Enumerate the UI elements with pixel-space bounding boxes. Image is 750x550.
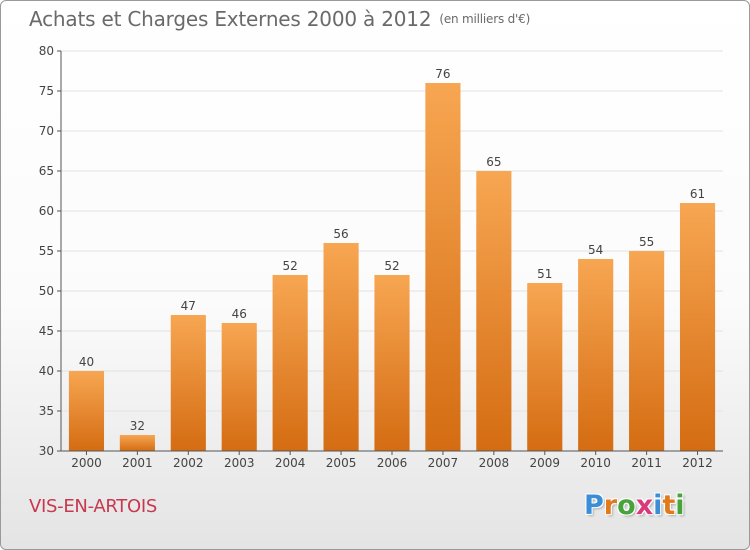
bar [221, 323, 257, 451]
data-label: 40 [79, 355, 94, 369]
data-label: 47 [181, 299, 196, 313]
y-tick-label: 50 [39, 284, 54, 298]
y-tick-label: 70 [39, 124, 54, 138]
logo-letter: o [617, 490, 636, 521]
bar [272, 275, 308, 451]
logo-letter: x [635, 490, 654, 521]
y-tick-label: 75 [39, 84, 54, 98]
x-tick-label: 2001 [122, 456, 153, 470]
bar [679, 203, 716, 451]
x-tick-label: 2009 [529, 456, 560, 470]
y-tick-label: 40 [39, 364, 54, 378]
x-tick-label: 2007 [428, 456, 459, 470]
bar [68, 371, 105, 451]
logo-letter: t [662, 490, 676, 521]
y-tick-label: 80 [39, 44, 54, 58]
x-tick-label: 2010 [580, 456, 611, 470]
data-label: 46 [232, 307, 247, 321]
logo-letter: P [584, 490, 604, 521]
logo-letter: i [653, 490, 663, 521]
y-tick-label: 65 [39, 164, 54, 178]
bar [119, 435, 155, 451]
y-tick-label: 55 [39, 244, 54, 258]
proxiti-logo[interactable]: Proxiti [584, 490, 685, 521]
data-label: 61 [690, 187, 705, 201]
data-label: 56 [333, 227, 348, 241]
bar [629, 251, 665, 451]
x-tick-label: 2004 [275, 456, 306, 470]
data-label: 54 [588, 243, 603, 257]
x-tick-label: 2000 [71, 456, 102, 470]
data-label: 32 [130, 419, 145, 433]
unit-label: (en milliers d'€) [439, 12, 531, 26]
bar [578, 259, 614, 451]
y-tick-label: 35 [39, 404, 54, 418]
axis-layer: 30 35 40 45 50 55 60 65 70 75 80 2000 2001 2002 2003 20… [39, 44, 723, 470]
bar [425, 83, 461, 451]
x-tick-label: 2002 [173, 456, 204, 470]
bar [170, 315, 206, 451]
chart-title: Achats et Charges Externes 2000 à 2012 (e… [29, 7, 530, 31]
bar-layer: 40 32 47 46 52 56 52 76 65 51 54 55 61 [68, 67, 716, 451]
data-label: 55 [639, 235, 654, 249]
data-label: 51 [537, 267, 552, 281]
bar [476, 171, 512, 451]
data-label: 76 [435, 67, 450, 81]
logo-letter: r [603, 490, 618, 521]
bar [323, 243, 359, 451]
y-tick-label: 45 [39, 324, 54, 338]
bar [527, 283, 563, 451]
x-tick-label: 2003 [224, 456, 255, 470]
x-tick-label: 2006 [377, 456, 408, 470]
bar [374, 275, 410, 451]
data-label: 65 [486, 155, 501, 169]
location-label: VIS-EN-ARTOIS [29, 496, 157, 517]
chart-title-text: Achats et Charges Externes 2000 à 2012 [29, 7, 432, 31]
logo-letter: i [675, 490, 685, 521]
y-tick-label: 60 [39, 204, 54, 218]
data-label: 52 [283, 259, 298, 273]
data-label: 52 [384, 259, 399, 273]
x-tick-label: 2008 [479, 456, 510, 470]
x-tick-label: 2005 [326, 456, 357, 470]
x-tick-label: 2012 [682, 456, 713, 470]
y-tick-label: 30 [39, 444, 54, 458]
x-tick-label: 2011 [631, 456, 662, 470]
